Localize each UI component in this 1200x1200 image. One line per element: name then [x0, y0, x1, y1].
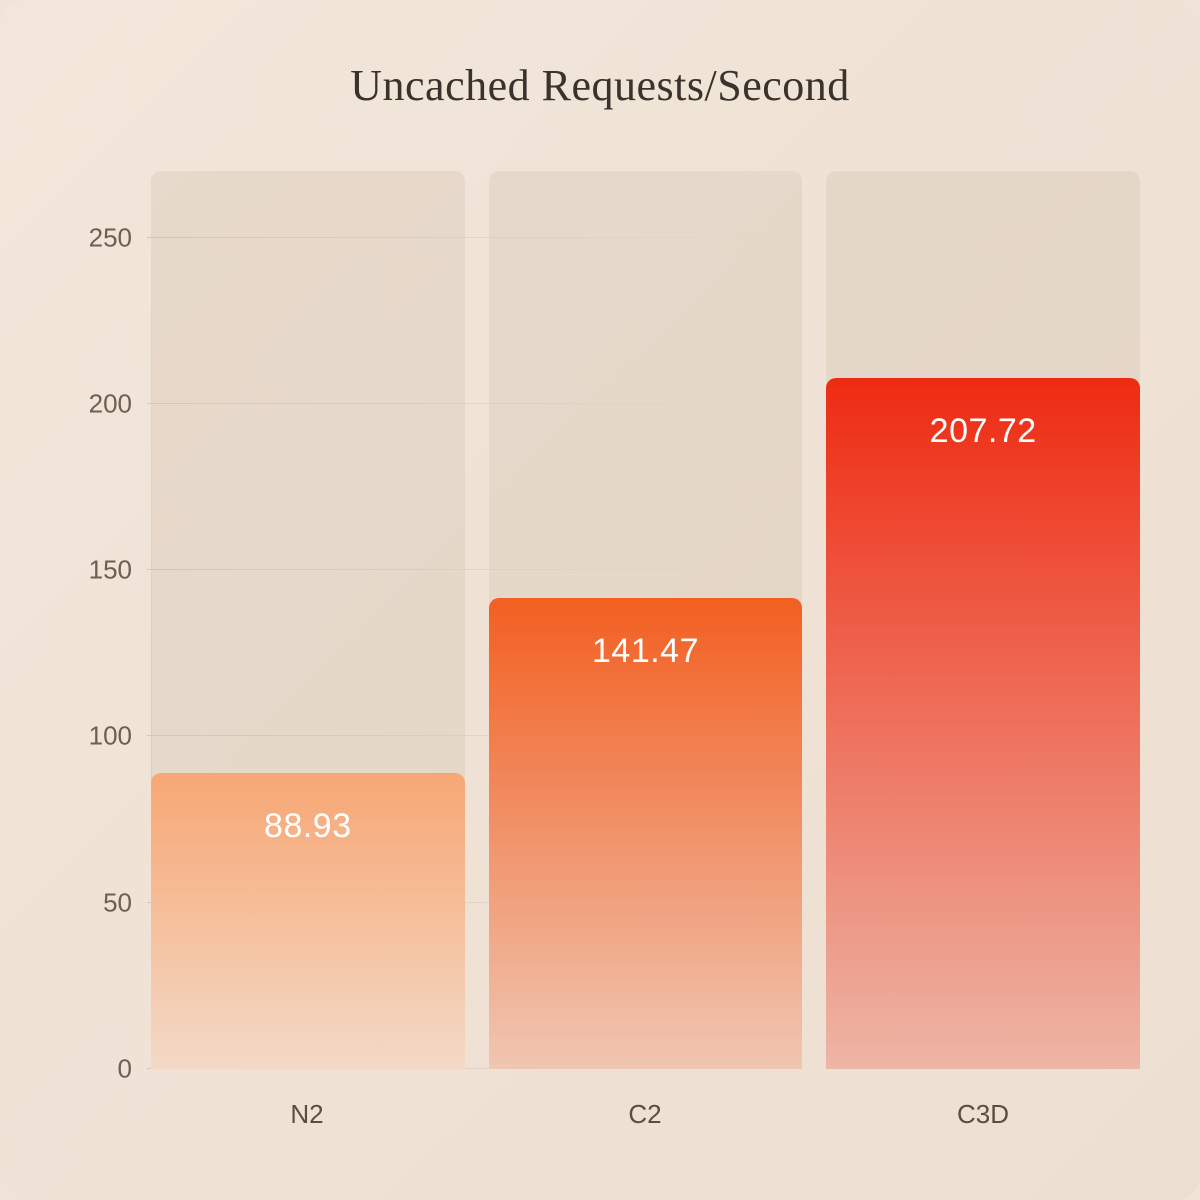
- x-label: N2: [150, 1099, 464, 1130]
- x-label: C2: [488, 1099, 802, 1130]
- bar-slot: 88.93: [151, 171, 465, 1069]
- chart-title: Uncached Requests/Second: [60, 60, 1140, 111]
- y-tick: 100: [89, 721, 132, 752]
- y-tick: 250: [89, 222, 132, 253]
- y-tick: 0: [118, 1054, 132, 1085]
- x-axis: N2 C2 C3D: [150, 1099, 1140, 1130]
- plot-area: 88.93 141.47 207.72: [150, 171, 1140, 1069]
- y-axis: 050100150200250: [60, 171, 150, 1069]
- bar-c3d: 207.72: [826, 378, 1140, 1069]
- bar-value-label: 88.93: [264, 807, 352, 1069]
- y-tick: 200: [89, 388, 132, 419]
- bar-slot: 207.72: [826, 171, 1140, 1069]
- plot-wrap: 0 50 100 150 200 250 88.93 141.47 207.72 N2 C2 C3…: [60, 171, 1140, 1130]
- bar-c2: 141.47: [489, 598, 803, 1069]
- bar-value-label: 141.47: [592, 632, 699, 1069]
- bar-n2: 88.93: [151, 773, 465, 1069]
- bars-container: 88.93 141.47 207.72: [151, 171, 1140, 1069]
- x-label: C3D: [826, 1099, 1140, 1130]
- plot: 050100150200250 88.93141.47207.72: [60, 171, 1140, 1069]
- bar-slot: 141.47: [489, 171, 803, 1069]
- bar-value-label: 207.72: [930, 412, 1037, 1069]
- y-tick: 150: [89, 555, 132, 586]
- y-tick: 50: [103, 887, 132, 918]
- chart-card: Uncached Requests/Second 0 50 100 150 200 250…: [0, 0, 1200, 1200]
